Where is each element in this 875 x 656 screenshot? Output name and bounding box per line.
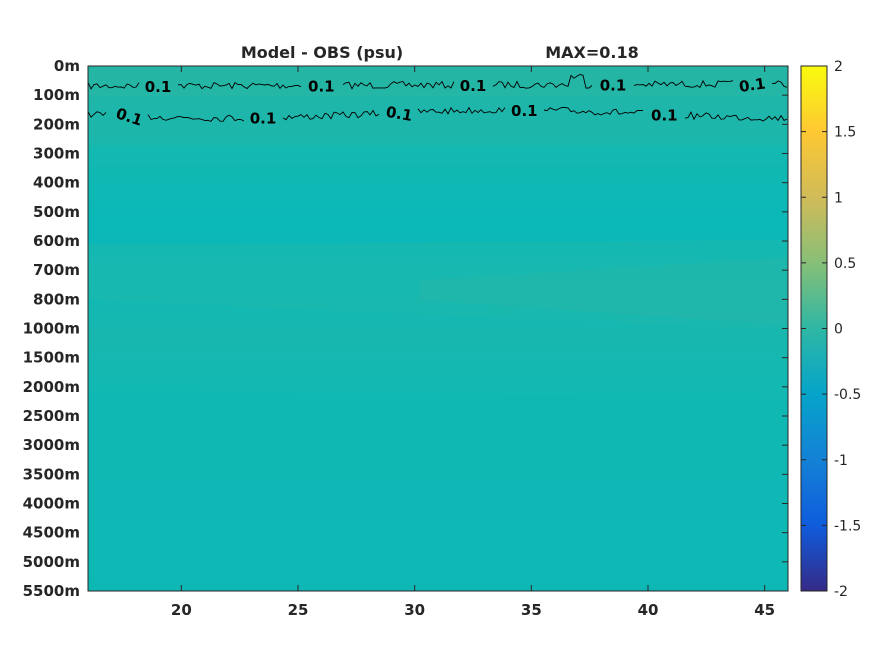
y-tick-label: 200m bbox=[33, 115, 80, 133]
x-tick-label: 40 bbox=[638, 601, 659, 619]
y-tick-label: 800m bbox=[33, 290, 80, 308]
contour-label: 0.1 bbox=[600, 77, 627, 95]
y-axis: 0m 100m 200m 300m 400m 500m 600m 700m 800m 1000m 1… bbox=[23, 57, 788, 600]
x-tick-label: 20 bbox=[171, 601, 192, 619]
contour-label: 0.1 bbox=[385, 103, 414, 125]
y-tick-label: 5000m bbox=[23, 553, 80, 571]
y-tick-label: 2000m bbox=[23, 378, 80, 396]
y-tick-label: 5500m bbox=[23, 582, 80, 600]
y-tick-label: 100m bbox=[33, 86, 80, 104]
x-tick-label: 30 bbox=[404, 601, 425, 619]
colorbar-tick-label: -2 bbox=[834, 584, 848, 600]
chart-title: Model - OBS (psu) bbox=[241, 43, 403, 62]
field-deep-band bbox=[88, 390, 788, 591]
colorbar-tick-label: 2 bbox=[834, 59, 843, 75]
field-surface-band bbox=[88, 66, 788, 96]
y-tick-label: 400m bbox=[33, 174, 80, 192]
y-tick-label: 0m bbox=[54, 57, 80, 75]
field-mid-tongue bbox=[420, 258, 788, 325]
colorbar-tick-label: 0.5 bbox=[834, 256, 856, 272]
x-tick-label: 45 bbox=[754, 601, 775, 619]
contour-label: 0.1 bbox=[651, 106, 678, 124]
x-axis: 20 25 30 35 40 45 bbox=[171, 66, 775, 619]
contour-line bbox=[88, 74, 788, 90]
max-annotation: MAX=0.18 bbox=[545, 43, 639, 62]
y-tick-label: 700m bbox=[33, 261, 80, 279]
colorbar-tick-label: -1 bbox=[834, 453, 848, 469]
x-tick-label: 25 bbox=[288, 601, 309, 619]
colorbar-tick-label: -0.5 bbox=[834, 387, 861, 403]
colorbar-tick-label: 0 bbox=[834, 322, 843, 338]
contour-label: 0.1 bbox=[511, 102, 538, 120]
y-tick-label: 4500m bbox=[23, 524, 80, 542]
heatmap-field bbox=[88, 66, 788, 591]
contour-label: 0.1 bbox=[250, 110, 277, 128]
y-tick-label: 1500m bbox=[23, 349, 80, 367]
y-tick-label: 500m bbox=[33, 203, 80, 221]
contour-line bbox=[88, 106, 788, 122]
field-background bbox=[88, 66, 788, 591]
y-tick-label: 3000m bbox=[23, 436, 80, 454]
y-tick-label: 2500m bbox=[23, 407, 80, 425]
y-tick-label: 4000m bbox=[23, 495, 80, 513]
colorbar-tick-label: -1.5 bbox=[834, 518, 861, 534]
y-tick-label: 3500m bbox=[23, 465, 80, 483]
colorbar-tick-label: 1 bbox=[834, 190, 843, 206]
contour-label: 0.1 bbox=[145, 78, 172, 96]
field-upper-band bbox=[88, 96, 788, 146]
contour-label: 0.1 bbox=[308, 77, 335, 95]
x-tick-label: 35 bbox=[521, 601, 542, 619]
y-tick-label: 300m bbox=[33, 145, 80, 163]
y-tick-label: 600m bbox=[33, 232, 80, 250]
contour-lines bbox=[88, 74, 788, 122]
colorbar-tick-label: 1.5 bbox=[834, 125, 856, 141]
y-tick-label: 1000m bbox=[23, 320, 80, 338]
colorbar-ticks: 2 1.5 1 0.5 0 -0.5 -1 -1.5 -2 bbox=[801, 59, 861, 600]
contour-label: 0.1 bbox=[738, 74, 767, 96]
contour-labels: 0.1 0.1 0.1 0.1 0.10.1 0.1 0.1 0.1 0.1 bbox=[114, 74, 767, 129]
contour-label: 0.1 bbox=[460, 77, 487, 95]
